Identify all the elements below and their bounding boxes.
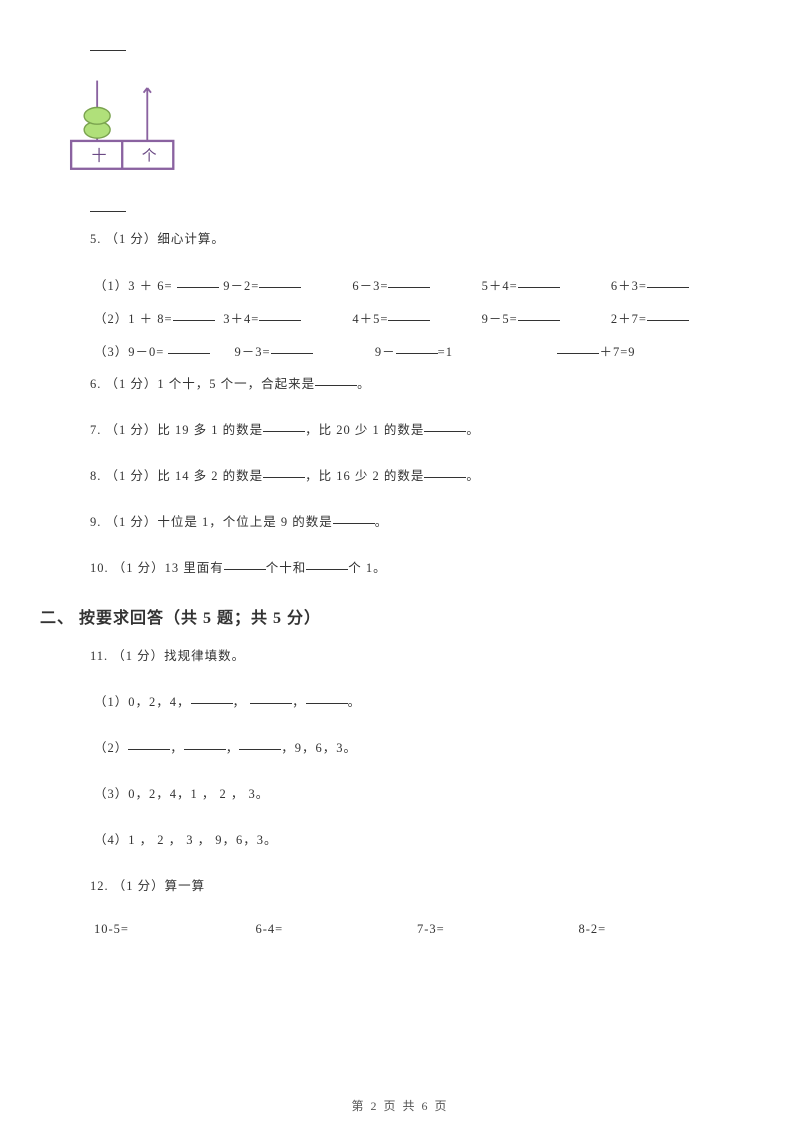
q11-3: （3）0，2，4，1 ， 2 ， 3。 <box>94 784 740 804</box>
abacus-figure: 十 个 <box>60 72 190 182</box>
q7: 7. （1 分）比 19 多 1 的数是，比 20 少 1 的数是。 <box>90 420 740 440</box>
q8: 8. （1 分）比 14 多 2 的数是，比 16 少 2 的数是。 <box>90 466 740 486</box>
q11-2: （2），，，9，6，3。 <box>94 738 740 758</box>
q5-header: 5. （1 分）细心计算。 <box>90 229 740 249</box>
q10: 10. （1 分）13 里面有个十和个 1。 <box>90 558 740 578</box>
q6: 6. （1 分）1 个十，5 个一，合起来是。 <box>90 374 740 394</box>
top-blank-line <box>90 40 740 58</box>
q11-1: （1）0，2，4，， ，。 <box>94 692 740 712</box>
page-footer: 第 2 页 共 6 页 <box>0 1097 800 1114</box>
q11-4: （4）1 ， 2 ， 3 ， 9，6，3。 <box>94 830 740 850</box>
figure-blank-line <box>90 201 740 219</box>
svg-text:十: 十 <box>92 147 107 164</box>
q12-header: 12. （1 分）算一算 <box>90 876 740 896</box>
q5-row1: （1）3 ＋ 6= 9－2= 6－3= 5＋4= 6＋3= <box>60 275 740 294</box>
q11-header: 11. （1 分）找规律填数。 <box>90 646 740 666</box>
q9: 9. （1 分）十位是 1，个位上是 9 的数是。 <box>90 512 740 532</box>
q5-row3: （3）9－0= 9－3= 9－=1 ＋7=9 <box>60 341 740 360</box>
q12-row: 10-5= 6-4= 7-3= 8-2= <box>60 922 740 937</box>
q5-row2: （2）1 ＋ 8= 3＋4= 4＋5= 9－5= 2＋7= <box>60 308 740 327</box>
section-2-header: 二、 按要求回答（共 5 题；共 5 分） <box>40 604 740 628</box>
svg-text:个: 个 <box>142 147 157 164</box>
